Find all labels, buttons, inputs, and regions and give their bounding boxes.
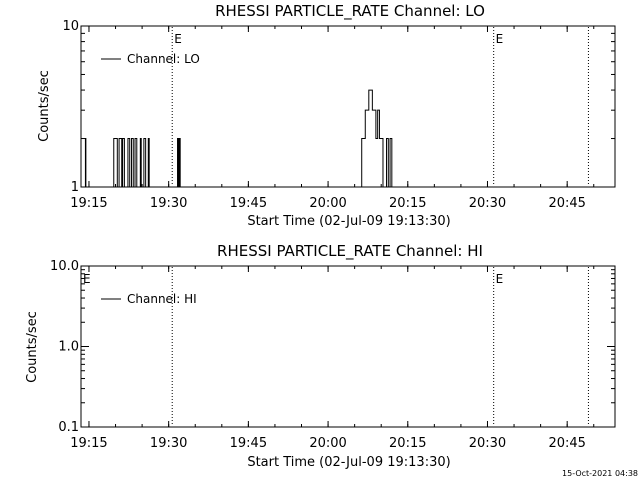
event-marker-label: E xyxy=(496,32,504,46)
x-tick-label: 20:00 xyxy=(309,196,346,211)
hi-x-axis-label: Start Time (02-Jul-09 19:13:30) xyxy=(247,455,450,470)
y-tick-label: 10 xyxy=(62,19,79,34)
x-tick-label: 19:30 xyxy=(150,196,187,211)
x-tick-label: 20:00 xyxy=(309,436,346,451)
lo-channel-panel: RHESSI PARTICLE_RATE Channel: LO 19:15 19… xyxy=(37,2,616,229)
lo-legend: Channel: LO xyxy=(101,52,200,66)
event-marker-label: E xyxy=(174,32,182,46)
lo-plot-frame xyxy=(80,25,616,188)
event-marker-label: E xyxy=(83,272,91,286)
x-tick-label: 19:45 xyxy=(230,196,267,211)
lo-legend-label: Channel: LO xyxy=(127,52,200,66)
x-tick-label: 19:15 xyxy=(70,196,107,211)
hi-legend: Channel: HI xyxy=(101,292,197,306)
x-tick-label: 19:15 xyxy=(70,436,107,451)
x-tick-label: 20:45 xyxy=(548,436,585,451)
hi-y-axis-label: Counts/sec xyxy=(25,311,40,383)
hi-chart-title: RHESSI PARTICLE_RATE Channel: HI xyxy=(217,242,483,261)
x-tick-label: 19:30 xyxy=(150,436,187,451)
lo-chart-title: RHESSI PARTICLE_RATE Channel: LO xyxy=(215,2,485,21)
x-tick-label: 20:30 xyxy=(469,196,506,211)
lo-y-axis-label: Counts/sec xyxy=(37,70,52,142)
y-tick-label: 0.1 xyxy=(58,420,79,435)
footer-timestamp: 15-Oct-2021 04:38 xyxy=(562,469,638,478)
hi-plot-frame xyxy=(80,265,616,428)
lo-x-axis-label: Start Time (02-Jul-09 19:13:30) xyxy=(247,214,450,229)
x-tick-label: 20:15 xyxy=(389,436,426,451)
y-tick-label: 1 xyxy=(71,180,79,195)
series-line xyxy=(83,89,398,188)
x-tick-label: 20:15 xyxy=(389,196,426,211)
x-tick-label: 20:45 xyxy=(548,196,585,211)
x-tick-label: 19:45 xyxy=(230,436,267,451)
y-tick-label: 10.0 xyxy=(50,259,79,274)
y-tick-label: 1.0 xyxy=(58,340,79,355)
hi-legend-label: Channel: HI xyxy=(127,292,197,306)
event-marker-label: E xyxy=(496,272,504,286)
hi-channel-panel: RHESSI PARTICLE_RATE Channel: HI 19:15 19… xyxy=(25,242,616,470)
x-tick-label: 20:30 xyxy=(469,436,506,451)
